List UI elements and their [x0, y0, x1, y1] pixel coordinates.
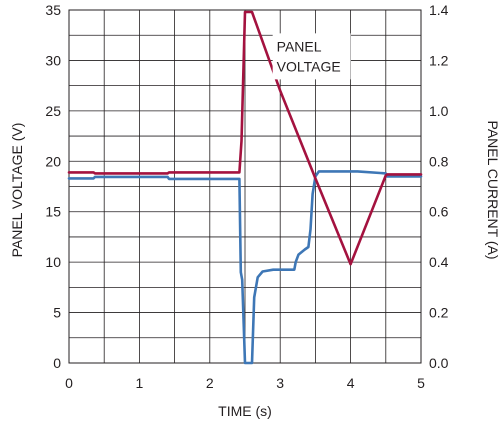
left-y-tick-label: 30	[45, 52, 61, 68]
right-y-tick-label: 0.0	[429, 355, 449, 371]
annotation-text: VOLTAGE	[277, 58, 341, 74]
annotation-background	[272, 33, 351, 80]
x-tick-label: 4	[347, 375, 355, 391]
right-y-tick-labels: 0.0 0.2 0.4 0.6 0.8 1.0 1.2 1.4	[429, 2, 449, 371]
right-y-tick-label: 1.0	[429, 103, 449, 119]
left-y-tick-labels: 0 5 10 15 20 25 30 35	[45, 2, 61, 371]
left-y-axis-title: PANEL VOLTAGE (V)	[9, 123, 25, 258]
x-tick-labels: 0 1 2 3 4 5	[65, 375, 425, 391]
right-y-tick-label: 1.4	[429, 2, 449, 18]
right-y-tick-label: 0.4	[429, 254, 449, 270]
left-y-tick-label: 0	[53, 355, 61, 371]
x-tick-label: 2	[206, 375, 214, 391]
annotation-panel-voltage: PANEL VOLTAGE	[272, 33, 351, 80]
x-tick-label: 1	[136, 375, 144, 391]
x-axis-title: TIME (s)	[218, 403, 272, 419]
annotations: PANELVOLTAGEPANELCURRENT	[272, 33, 351, 80]
x-tick-label: 3	[276, 375, 284, 391]
left-y-tick-label: 35	[45, 2, 61, 18]
left-y-tick-label: 25	[45, 103, 61, 119]
annotation-text: PANEL	[277, 38, 322, 54]
panel-voltage-line	[67, 10, 423, 266]
left-y-tick-label: 15	[45, 204, 61, 220]
left-y-tick-label: 20	[45, 153, 61, 169]
x-tick-label: 5	[417, 375, 425, 391]
x-tick-label: 0	[65, 375, 73, 391]
series-group	[67, 10, 423, 365]
right-y-tick-label: 0.8	[429, 153, 449, 169]
left-y-tick-label: 5	[53, 305, 61, 321]
left-y-tick-label: 10	[45, 254, 61, 270]
grid	[69, 10, 421, 363]
right-y-tick-label: 1.2	[429, 52, 449, 68]
right-y-tick-label: 0.6	[429, 204, 449, 220]
right-y-tick-label: 0.2	[429, 305, 449, 321]
right-y-axis-title: PANEL CURRENT (A)	[485, 121, 500, 260]
